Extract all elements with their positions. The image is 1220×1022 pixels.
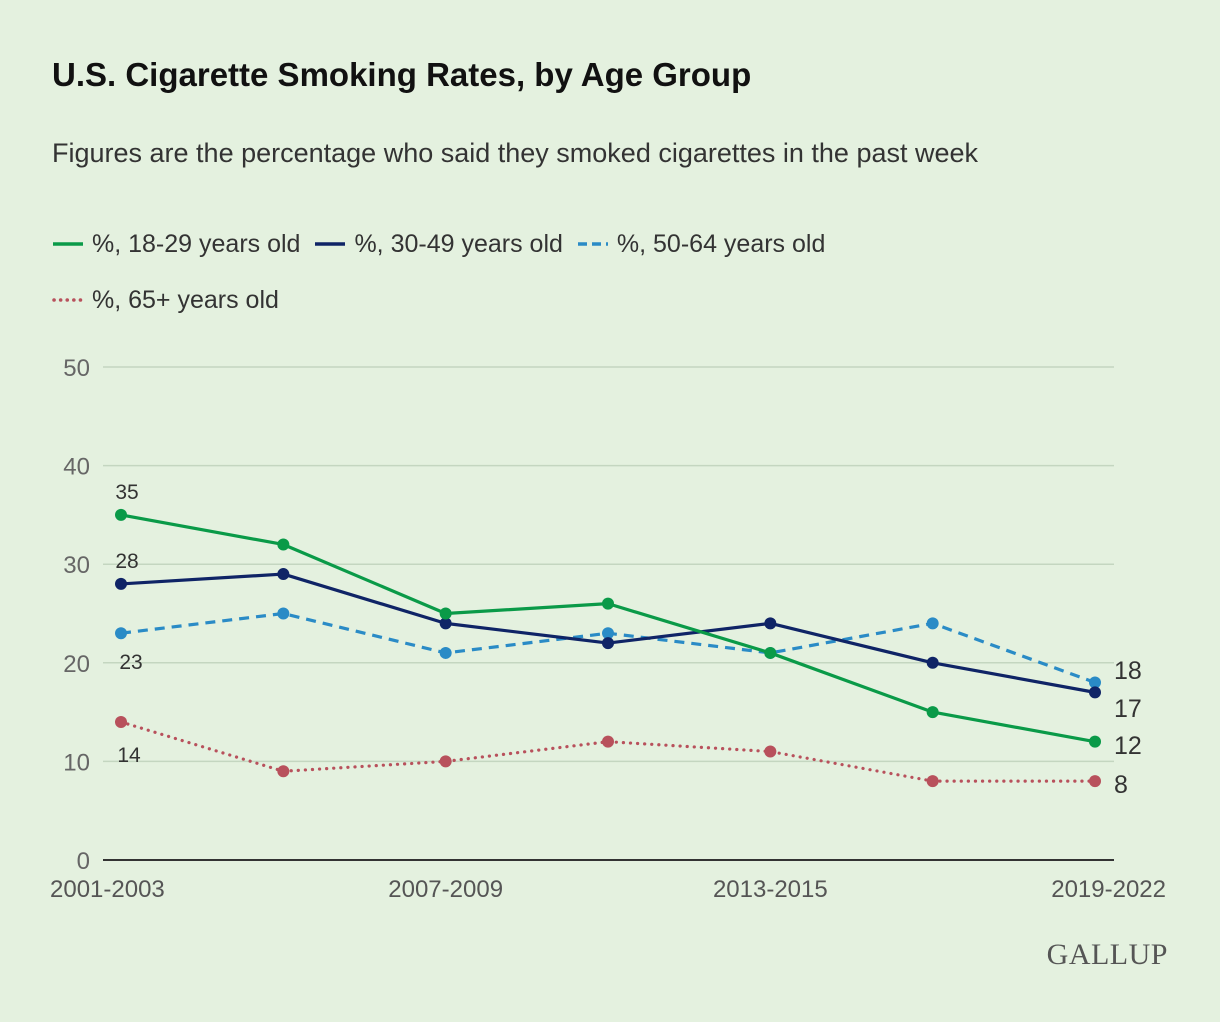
legend-swatch-18-29 [53,242,83,246]
y-tick-label: 30 [63,552,90,579]
data-point [926,617,939,630]
data-point [764,745,777,758]
chart-legend: %, 18-29 years old %, 30-49 years old %,… [52,226,1172,318]
data-point [926,656,939,669]
legend-swatch-30-49 [315,242,346,246]
legend-item-65-plus: %, 65+ years old [52,282,279,318]
chart-title: U.S. Cigarette Smoking Rates, by Age Gro… [52,56,752,93]
x-tick-label: 2001-2003 [50,876,165,903]
data-point [115,715,127,728]
data-label: 14 [117,744,141,767]
data-label: 18 [1114,657,1142,685]
gallup-logo: GALLUP [1046,938,1168,971]
legend-item-50-64: %, 50-64 years old [577,226,825,262]
x-tick-label: 2013-2015 [713,876,828,903]
data-point [277,765,290,778]
data-label: 17 [1114,695,1142,723]
legend-label-50-64: %, 50-64 years old [616,229,826,258]
data-label: 23 [119,651,142,674]
y-tick-label: 20 [63,651,90,678]
legend-label-65-plus: %, 65+ years old [92,285,279,314]
legend-item-30-49: %, 30-49 years old [314,226,563,262]
data-point [764,646,777,659]
data-point [277,568,290,581]
data-label: 12 [1114,732,1142,760]
data-point [439,617,452,630]
data-point [115,508,127,521]
chart-subtitle: Figures are the percentage who said they… [52,138,979,168]
data-point [115,577,127,590]
data-point [115,627,127,640]
y-tick-label: 50 [63,355,90,382]
data-point [439,646,452,659]
series-line [119,720,1097,783]
y-tick-label: 40 [63,454,90,481]
data-point [1089,735,1101,748]
y-tick-label: 10 [63,749,90,776]
data-point [277,607,290,620]
data-point [1089,686,1101,699]
data-point [439,755,452,768]
data-point [926,706,939,719]
legend-label-18-29: %, 18-29 years old [92,229,301,258]
data-point [764,617,777,630]
legend-swatch-65-plus [52,298,84,302]
data-point [1089,676,1101,689]
data-point [602,597,614,610]
data-point [439,607,452,620]
data-point [602,735,614,748]
data-point [602,627,614,640]
legend-swatch-50-64 [577,242,608,246]
data-label: 28 [115,550,138,573]
x-tick-label: 2007-2009 [388,876,503,903]
data-label: 35 [115,481,138,504]
data-point [602,637,614,650]
data-label: 8 [1114,771,1128,799]
data-point [926,775,939,788]
data-point [1089,775,1101,788]
legend-label-30-49: %, 30-49 years old [354,229,563,258]
y-tick-label: 0 [77,848,90,875]
legend-item-18-29: %, 18-29 years old [52,226,300,262]
x-tick-label: 2019-2022 [1051,876,1166,903]
data-point [277,538,290,551]
